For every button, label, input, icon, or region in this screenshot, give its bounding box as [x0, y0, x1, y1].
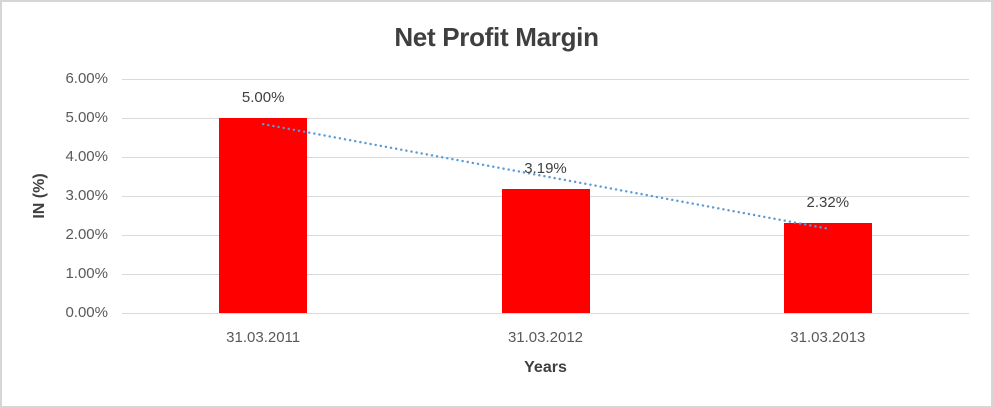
y-tick-label: 0.00% [65, 304, 108, 321]
x-axis-title: Years [524, 359, 567, 376]
bar [219, 118, 308, 313]
y-tick-label: 3.00% [65, 187, 108, 204]
x-tick-label: 31.03.2011 [226, 329, 301, 346]
x-tick-label: 31.03.2012 [507, 329, 584, 346]
y-tick-label: 2.00% [65, 226, 108, 243]
bar [783, 222, 872, 313]
gridline [122, 117, 969, 119]
x-tick-label: 31.03.2013 [790, 329, 866, 346]
y-tick-label: 1.00% [65, 265, 108, 282]
bar-data-label: 3.19% [524, 159, 567, 177]
y-tick-label: 6.00% [65, 70, 108, 87]
bar [501, 188, 590, 313]
chart-title: Net Profit Margin [394, 22, 599, 52]
bar-data-label: 2.32% [806, 193, 850, 211]
y-tick-label: 4.00% [65, 148, 108, 165]
gridline [122, 78, 969, 80]
x-axis-line [122, 312, 969, 314]
bar-data-label: 5.00% [241, 89, 285, 106]
y-tick-label: 5.00% [65, 109, 108, 126]
